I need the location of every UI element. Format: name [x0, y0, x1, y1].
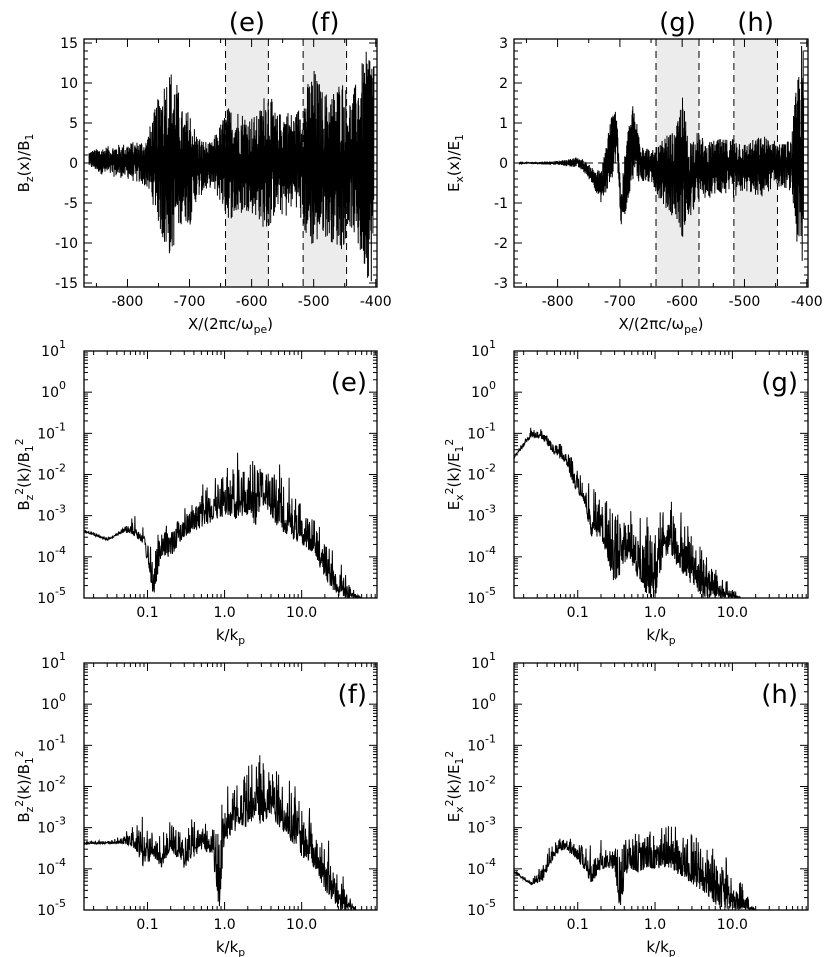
y-tick-label: -5: [64, 196, 78, 212]
x-tick-label: -800: [542, 294, 574, 310]
x-axis-title: k/kp: [216, 626, 245, 647]
y-tick-label: 10-3: [467, 815, 496, 837]
x-tick-label: -500: [298, 294, 330, 310]
y-axis-title: Ex2(k)/E12: [443, 751, 466, 822]
region-label: (g): [659, 8, 696, 38]
y-axis-title: Bz(x)/B1: [15, 134, 36, 193]
y-tick-label: 10-4: [37, 856, 66, 878]
y-tick-label: 100: [41, 691, 66, 713]
y-tick-label: 10-2: [467, 774, 496, 796]
y-tick-label: 0: [499, 156, 508, 172]
x-tick-label: 0.1: [567, 917, 589, 933]
y-tick-label: 0: [69, 156, 78, 172]
y-tick-label: 10-1: [37, 732, 66, 754]
y-tick-label: 101: [471, 650, 496, 672]
panel-title: (e): [331, 368, 367, 398]
y-tick-label: 100: [471, 691, 496, 713]
x-tick-label: -700: [604, 294, 636, 310]
x-tick-label: 1.0: [644, 917, 666, 933]
x-tick-label: -600: [666, 294, 698, 310]
y-tick-label: 10-4: [467, 856, 496, 878]
y-tick-label: 10: [60, 76, 78, 92]
y-tick-label: 5: [69, 116, 78, 132]
y-tick-label: 2: [499, 76, 508, 92]
y-tick-label: 10-4: [37, 544, 66, 566]
y-tick-label: 10-5: [467, 585, 496, 607]
x-tick-label: 10.0: [717, 917, 748, 933]
x-axis-title: k/kp: [216, 938, 245, 957]
region-label: (f): [310, 8, 339, 38]
panel-title: (h): [761, 680, 798, 710]
y-tick-label: 101: [471, 338, 496, 360]
y-tick-label: -1: [494, 196, 508, 212]
y-tick-label: 100: [41, 379, 66, 401]
y-tick-label: 10-1: [467, 420, 496, 442]
y-tick-label: 10-5: [467, 897, 496, 919]
region-label: (e): [229, 8, 265, 38]
x-tick-label: 0.1: [136, 605, 158, 621]
y-tick-label: 1: [499, 116, 508, 132]
panel-title: (f): [338, 680, 367, 710]
y-tick-label: 10-2: [37, 462, 66, 484]
y-tick-label: 10-3: [467, 503, 496, 525]
series-trace: [514, 826, 756, 910]
x-axis-title: X/(2πc/ωpe): [619, 315, 704, 336]
series-trace: [88, 51, 375, 282]
x-tick-label: -800: [112, 294, 144, 310]
y-tick-label: -15: [55, 276, 78, 292]
y-tick-label: 10-2: [37, 774, 66, 796]
panel-bottom-right: 0.1 1.0 10.0 10-5 10-4 10-3 10-2 10-1 100 101 (h) k…: [443, 650, 809, 957]
series-trace: [84, 452, 362, 598]
y-axis-title: Bz2(k)/B12: [13, 750, 36, 822]
panel-title: (g): [761, 368, 798, 398]
x-tick-label: -400: [791, 294, 823, 310]
y-tick-label: 100: [471, 379, 496, 401]
y-tick-label: 15: [60, 36, 78, 52]
y-axis-title: Ex2(k)/E12: [443, 439, 466, 510]
x-tick-label: -600: [236, 294, 268, 310]
y-tick-label: 10-5: [37, 897, 66, 919]
y-axis-title: Ex(x)/E1: [445, 134, 466, 192]
region-label: (h): [737, 8, 774, 38]
x-axis-title: k/kp: [646, 626, 675, 647]
series-trace: [84, 755, 362, 910]
y-tick-label: -3: [494, 276, 508, 292]
y-tick-label: 101: [41, 338, 66, 360]
x-tick-label: 10.0: [286, 605, 317, 621]
x-axis-title: X/(2πc/ωpe): [188, 315, 273, 336]
y-tick-label: 10-1: [37, 420, 66, 442]
y-tick-label: 10-5: [37, 585, 66, 607]
series-trace: [518, 45, 805, 261]
y-tick-label: 10-3: [37, 503, 66, 525]
y-tick-label: 10-4: [467, 544, 496, 566]
x-tick-label: 1.0: [213, 917, 235, 933]
x-tick-label: -400: [360, 294, 392, 310]
panel-top-right: (g) (h) -800 -700 -600 -500 -400 -3 -2 -1 0 1 2 3 X/(2…: [445, 8, 823, 336]
y-tick-label: 3: [499, 36, 508, 52]
x-tick-label: 1.0: [644, 605, 666, 621]
x-tick-label: -500: [729, 294, 761, 310]
x-tick-label: 10.0: [286, 917, 317, 933]
x-tick-label: 0.1: [136, 917, 158, 933]
y-tick-label: -10: [55, 236, 78, 252]
x-tick-label: 10.0: [717, 605, 748, 621]
y-tick-label: -2: [494, 236, 508, 252]
x-tick-label: 1.0: [213, 605, 235, 621]
y-axis-title: Bz2(k)/B12: [13, 438, 36, 510]
x-tick-label: -700: [174, 294, 206, 310]
series-trace: [514, 427, 749, 598]
x-axis-title: k/kp: [646, 938, 675, 957]
x-tick-label: 0.1: [567, 605, 589, 621]
panel-mid-right: 0.1 1.0 10.0 10-5 10-4 10-3 10-2 10-1 100 101 (g) k…: [443, 338, 809, 647]
panel-top-left: (e) (f) -800 -700 -600 -500 -400 -15 -10 -5 0 5 10 15…: [15, 8, 392, 336]
y-tick-label: 10-3: [37, 815, 66, 837]
y-tick-label: 10-2: [467, 462, 496, 484]
panel-bottom-left: 0.1 1.0 10.0 10-5 10-4 10-3 10-2 10-1 100 101 (f) k…: [13, 650, 378, 957]
y-tick-label: 10-1: [467, 732, 496, 754]
panel-mid-left: 0.1 1.0 10.0 10-5 10-4 10-3 10-2 10-1 100 101 (e) k…: [13, 338, 378, 647]
y-tick-label: 101: [41, 650, 66, 672]
